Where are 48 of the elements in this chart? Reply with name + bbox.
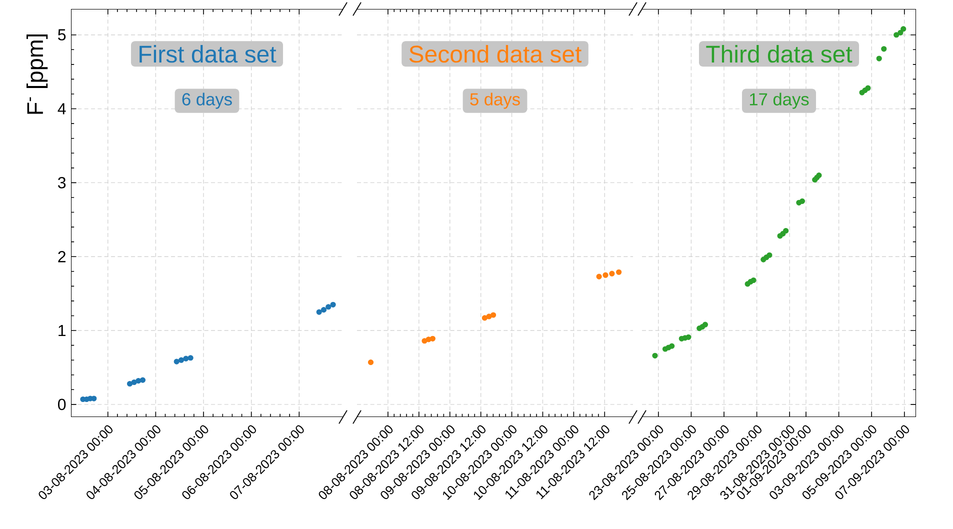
point	[422, 338, 428, 344]
point	[669, 343, 675, 349]
point	[702, 322, 708, 328]
point	[368, 360, 374, 366]
point	[652, 352, 658, 358]
annotation: Second data set	[409, 45, 582, 63]
point	[876, 56, 882, 62]
point	[609, 270, 615, 276]
annotation: 6 days	[182, 92, 232, 109]
point	[783, 228, 789, 234]
point	[766, 252, 772, 258]
y-tick-label: 4	[58, 103, 66, 114]
point	[865, 85, 871, 91]
annotation: First data set	[140, 45, 276, 63]
point	[900, 26, 906, 32]
point	[316, 309, 322, 315]
point	[881, 46, 887, 52]
y-tick-label: 0	[58, 398, 66, 410]
point	[490, 312, 496, 318]
point	[131, 379, 137, 386]
y-tick-label: 1	[58, 325, 66, 336]
point	[183, 356, 189, 362]
point	[616, 269, 622, 275]
point	[750, 277, 756, 284]
point	[188, 355, 194, 361]
annotation: 17 days	[750, 92, 809, 109]
point	[482, 315, 488, 321]
point	[596, 274, 602, 280]
point	[174, 358, 180, 364]
point	[602, 272, 608, 278]
point	[320, 307, 327, 313]
annotation: Third data set	[706, 45, 852, 63]
point	[799, 198, 806, 204]
y-tick-label: 3	[58, 177, 66, 188]
point	[178, 357, 184, 363]
point	[898, 30, 904, 36]
point	[126, 380, 133, 387]
annotation: 5 days	[470, 92, 520, 109]
point	[326, 304, 332, 310]
point	[140, 377, 146, 383]
point	[430, 336, 436, 342]
point	[330, 302, 336, 308]
point	[894, 32, 900, 38]
point	[686, 334, 692, 340]
y-tick-label: 5	[58, 29, 66, 40]
y-axis-title: F$^{-}$ [ppm]	[26, 34, 48, 114]
point	[136, 378, 142, 384]
y-tick-label: 2	[58, 251, 66, 262]
